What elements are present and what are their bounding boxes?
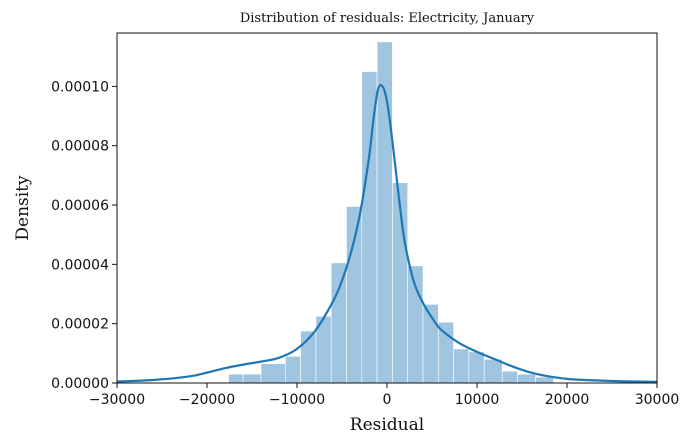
x-tick-label: 0 — [383, 392, 392, 408]
histogram-bar-1 — [228, 373, 244, 384]
x-tick-label: 10000 — [455, 392, 500, 408]
histogram-bar-4 — [284, 356, 301, 384]
kde-density-line — [116, 83, 658, 383]
y-tick-label: 0.00010 — [51, 79, 109, 95]
histogram-bar-3 — [260, 363, 286, 384]
y-tick-label: 0.00006 — [51, 198, 109, 214]
histogram-bar-8 — [346, 206, 363, 384]
histogram-bar-9 — [361, 71, 378, 384]
histogram-bar-16 — [468, 351, 485, 384]
chart-title: Distribution of residuals: Electricity, … — [240, 11, 535, 26]
histogram-bar-2 — [242, 373, 262, 384]
histogram-bars — [228, 41, 554, 384]
x-tick-label: −30000 — [89, 392, 145, 408]
x-tick-label: 30000 — [635, 392, 680, 408]
histogram-bar-15 — [453, 348, 470, 384]
y-tick-label: 0.00002 — [51, 317, 109, 333]
histogram-bar-17 — [483, 358, 503, 384]
histogram-bar-18 — [501, 370, 518, 384]
histogram-bar-20 — [535, 376, 554, 384]
histogram-bar-19 — [517, 373, 536, 384]
histogram-bar-7 — [330, 262, 347, 384]
x-axis: −30000 −20000 −10000 0 10000 20000 30000 — [89, 383, 679, 408]
y-tick-label: 0.00004 — [51, 257, 109, 273]
y-tick-label: 0.00000 — [51, 376, 109, 392]
histogram-bar-14 — [437, 321, 454, 384]
y-axis: 0.00000 0.00002 0.00004 0.00006 0.00008 0.000… — [51, 79, 117, 392]
x-tick-label: −20000 — [179, 392, 235, 408]
x-tick-label: 20000 — [545, 392, 590, 408]
y-tick-label: 0.00008 — [51, 139, 109, 155]
y-axis-label: Density — [13, 175, 33, 241]
x-axis-label: Residual — [350, 415, 424, 435]
x-tick-label: −10000 — [269, 392, 325, 408]
